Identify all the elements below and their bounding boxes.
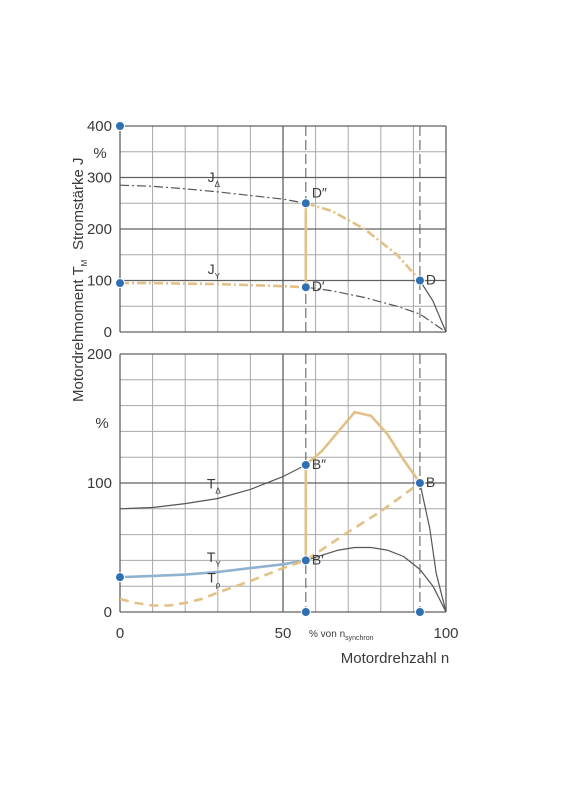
x-unit-label-main: % von n (309, 629, 345, 640)
y-tick-label: 100 (87, 475, 112, 492)
series-label-main: J (208, 169, 215, 185)
data-point (300, 555, 311, 566)
series-label-sub: ρ (216, 581, 221, 590)
axis-marker (115, 572, 125, 583)
point-label: B″ (312, 456, 326, 472)
x-axis-title: Motordrehzahl n (341, 650, 449, 667)
series-label-1: JY (208, 261, 221, 281)
data-point (414, 275, 425, 286)
x-tick-label: 100 (433, 625, 458, 642)
series-label-5: Tρ (207, 570, 221, 590)
series-1 (304, 410, 421, 484)
y-tick-label: 200 (87, 221, 112, 238)
data-point (300, 282, 311, 293)
series-label-main: T (207, 549, 216, 565)
point-label: B (426, 474, 435, 490)
y-axis-title-torque-main: Motordrehmoment T (70, 266, 87, 402)
point-label: D (426, 272, 436, 288)
data-point (300, 607, 311, 617)
y-tick-label: 300 (87, 170, 112, 187)
series-label-3: TY (207, 549, 222, 569)
series-2 (305, 202, 421, 282)
series-label-main: T (207, 570, 216, 586)
y-axis-title-torque-sub: M (80, 259, 89, 266)
data-point (414, 478, 425, 488)
series-label-main: J (208, 261, 215, 277)
series-label-sub: Y (215, 560, 221, 569)
series-4 (419, 280, 447, 333)
y-tick-label: 0 (104, 604, 112, 621)
series-2 (419, 482, 447, 613)
top-y-ticks: 400 300 200 100 0 (87, 118, 125, 341)
x-unit-label-sub: synchron (345, 635, 374, 642)
series-4 (305, 546, 447, 613)
y-axis-title-torque: Motordrehmoment TM (70, 259, 89, 402)
series-3 (305, 286, 447, 333)
point-label: D′ (312, 278, 325, 294)
series-5 (119, 481, 421, 607)
axis-marker (115, 278, 125, 289)
x-tick-label: 0 (116, 625, 124, 642)
x-unit-label: % von nsynchron (309, 629, 374, 642)
series-label-sub: Δ (215, 486, 221, 495)
y-tick-label: 400 (87, 118, 112, 135)
series-label-main: T (207, 475, 216, 491)
y-axis-title-current: Stromstärke J (70, 157, 87, 250)
y-tick-label: 100 (87, 273, 112, 290)
series-0 (119, 464, 307, 510)
top-y-unit: % (93, 145, 106, 162)
point-label: D″ (312, 184, 327, 200)
data-point (300, 198, 311, 209)
series-3 (119, 559, 307, 579)
series-1 (120, 281, 306, 289)
bottom-y-unit: % (95, 415, 108, 432)
series-label-0: JΔ (208, 169, 221, 189)
top-grid (119, 125, 447, 333)
x-tick-label: 50 (275, 625, 292, 642)
data-point (414, 607, 425, 617)
series-0 (119, 184, 306, 204)
data-point (300, 459, 311, 470)
series-label-0: TΔ (207, 475, 222, 495)
point-label: B′ (312, 551, 324, 567)
axis-marker (115, 121, 125, 131)
y-tick-label: 200 (87, 346, 112, 363)
series-label-sub: Δ (215, 180, 221, 189)
bottom-y-ticks: 200 100 0 (87, 346, 125, 621)
bottom-points: B″ B′ B (300, 456, 435, 617)
series-label-sub: Y (215, 272, 221, 281)
y-tick-label: 0 (104, 324, 112, 341)
top-points: D″ D′ D (300, 184, 436, 294)
bottom-grid (119, 353, 447, 613)
x-ticks: 0 50 100 (116, 625, 459, 642)
